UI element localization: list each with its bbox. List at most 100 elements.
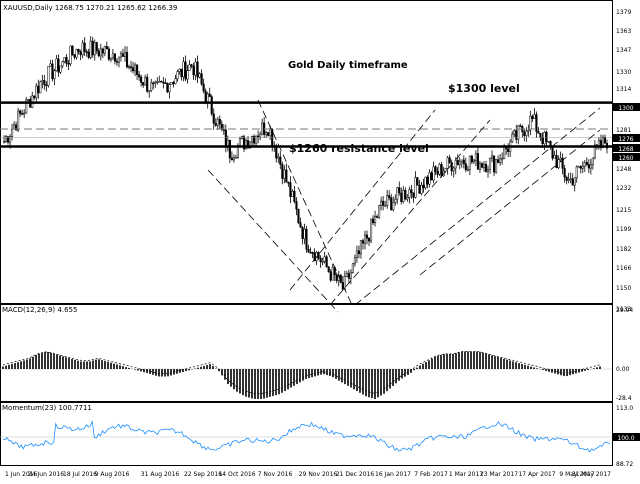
flag-1260-text: 1260: [618, 155, 633, 162]
candle-body: [111, 53, 114, 59]
candle-body: [69, 45, 72, 65]
candle-body: [585, 162, 588, 165]
candle-body: [85, 51, 88, 53]
momentum-tick: 88.72: [616, 461, 633, 468]
candle-body: [206, 93, 209, 103]
candle-body: [61, 61, 64, 67]
candle-body: [234, 156, 237, 159]
candle-body: [204, 90, 207, 103]
candle-body: [172, 82, 175, 85]
candle-body: [321, 261, 324, 263]
candle-body: [410, 189, 413, 193]
candle-body: [587, 164, 590, 169]
candle-body: [55, 58, 58, 71]
candle-body: [101, 48, 104, 54]
candle-body: [121, 53, 125, 57]
candle-body: [17, 110, 20, 131]
candle-body: [553, 155, 556, 159]
price-tick: 1281: [616, 127, 631, 134]
candle-body: [9, 136, 12, 143]
candle-body: [535, 114, 538, 132]
candle-body: [515, 130, 518, 140]
candle-body: [402, 190, 405, 203]
candle-body: [468, 155, 471, 170]
macd-tick: -28.4: [616, 395, 632, 402]
candle-body: [192, 65, 195, 76]
momentum-label: Momentum(23) 100.7711: [2, 404, 92, 412]
candle-body: [146, 76, 149, 92]
candle-body: [456, 160, 459, 165]
candle-body: [6, 136, 10, 143]
candle-body: [545, 131, 548, 142]
candle-body: [454, 160, 457, 169]
candle-body: [176, 71, 179, 80]
candle-body: [527, 129, 530, 132]
candle-body: [251, 136, 254, 143]
candle-body: [182, 61, 185, 78]
candle-body: [117, 56, 121, 63]
candle-body: [394, 198, 397, 203]
candle-body: [559, 157, 562, 160]
candle-body: [269, 129, 272, 136]
candle-body: [539, 133, 542, 138]
candle-body: [597, 140, 600, 147]
candle-body: [134, 64, 137, 72]
candle-body: [283, 169, 286, 179]
candle-body: [406, 197, 409, 200]
candle-body: [331, 267, 334, 281]
candle-body: [33, 95, 36, 99]
trendline: [207, 169, 339, 313]
candle-body: [488, 157, 492, 171]
candle-body: [299, 222, 302, 228]
candle-body: [335, 274, 338, 281]
candle-body: [495, 159, 498, 173]
symbol-info: XAUUSD,Daily 1268.75 1270.21 1265.62 126…: [3, 4, 177, 12]
date-tick: 24 Jun 2016: [28, 471, 64, 478]
candle-body: [228, 139, 231, 159]
flag-1300: [613, 103, 640, 111]
candle-body: [482, 164, 486, 168]
candle-body: [378, 205, 381, 218]
candle-body: [156, 81, 159, 83]
candle-body: [297, 208, 300, 223]
momentum-panel[interactable]: [0, 402, 613, 466]
candle-body: [244, 140, 248, 150]
candle-body: [194, 61, 197, 76]
candle-body: [178, 68, 181, 72]
candle-body: [81, 42, 84, 56]
candle-body: [462, 159, 465, 164]
candle-body: [4, 136, 8, 142]
macd-label: MACD(12,26,9) 4.655: [2, 306, 77, 314]
macd-panel[interactable]: [0, 304, 613, 402]
date-tick: 21 Dec 2016: [336, 471, 375, 478]
candle-body: [49, 63, 52, 67]
candle-body: [408, 189, 411, 198]
candle-body: [65, 57, 68, 64]
candle-body: [458, 161, 461, 165]
candle-body: [537, 131, 540, 134]
candle-body: [119, 53, 123, 58]
candle-body: [37, 85, 40, 94]
candle-body: [148, 90, 151, 92]
candle-body: [478, 163, 481, 170]
trendline: [329, 119, 491, 306]
candle-body: [51, 63, 54, 80]
trendline: [257, 99, 353, 306]
candle-body: [365, 234, 369, 239]
candle-body: [428, 172, 431, 185]
candle-body: [474, 153, 477, 161]
candle-body: [15, 124, 18, 131]
price-tick: 1379: [616, 9, 631, 16]
candle-body: [257, 135, 260, 138]
candle-body: [396, 187, 399, 200]
price-tick: 1232: [616, 185, 631, 192]
candle-body: [497, 159, 500, 163]
candle-body: [452, 167, 455, 172]
candle-body: [188, 64, 191, 71]
trendline: [419, 129, 601, 276]
candle-body: [369, 218, 373, 242]
candle-body: [418, 185, 421, 194]
